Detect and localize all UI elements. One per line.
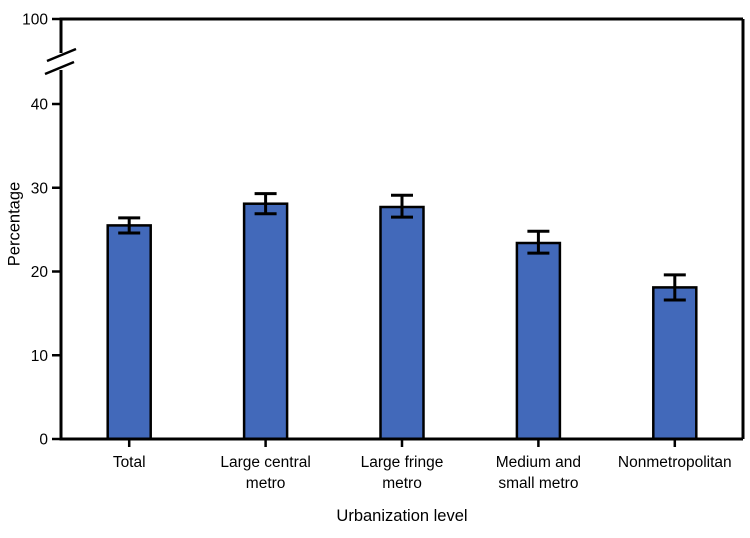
y-axis-title: Percentage bbox=[5, 181, 24, 267]
bar bbox=[379, 205, 425, 441]
y-tick-label: 40 bbox=[31, 97, 49, 114]
x-category-label: Large central bbox=[220, 454, 310, 471]
y-tick-label: 0 bbox=[39, 432, 48, 449]
x-category-label: Medium and bbox=[496, 454, 581, 471]
y-tick-label: 30 bbox=[31, 180, 49, 197]
x-category-label: small metro bbox=[498, 475, 578, 492]
bar bbox=[242, 202, 289, 441]
bar bbox=[515, 241, 562, 441]
y-tick-label: 10 bbox=[31, 348, 49, 365]
x-axis-title: Urbanization level bbox=[336, 507, 468, 525]
x-category-label: metro bbox=[246, 475, 286, 492]
bar bbox=[652, 286, 698, 441]
x-category-label: Total bbox=[113, 454, 146, 471]
x-category-label: Large fringe bbox=[361, 454, 444, 471]
axis-break-slash bbox=[46, 47, 77, 63]
axis-break-slash bbox=[44, 60, 75, 76]
y-tick-label-top: 100 bbox=[22, 12, 48, 29]
bar bbox=[106, 224, 152, 441]
y-tick-label: 20 bbox=[31, 264, 49, 281]
x-category-label: Nonmetropolitan bbox=[618, 454, 732, 471]
x-category-label: metro bbox=[382, 475, 422, 492]
